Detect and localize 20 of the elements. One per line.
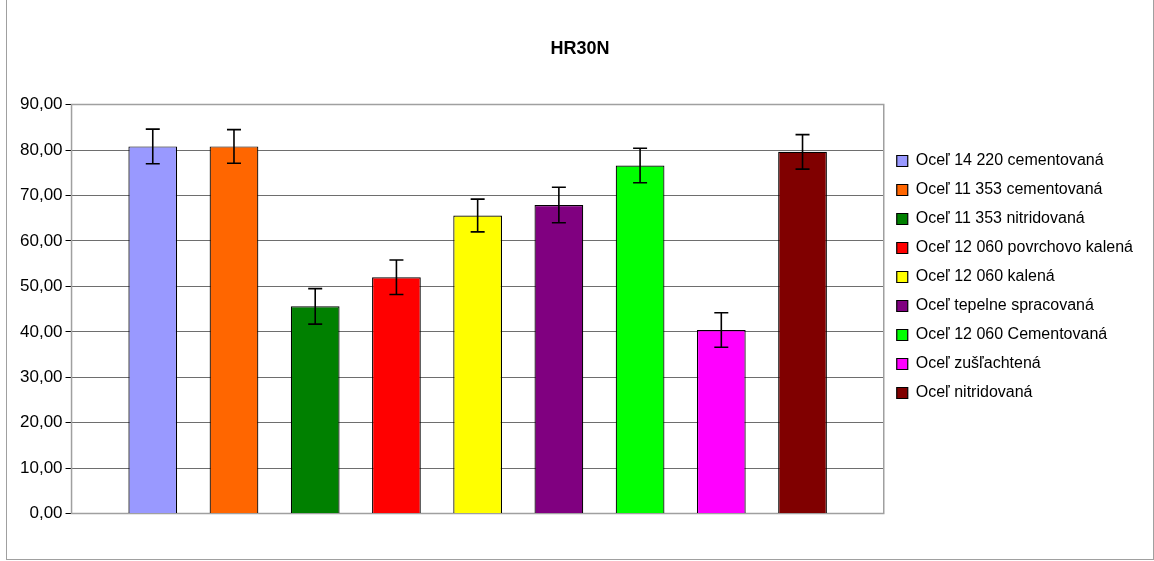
y-tick-label: 10,00 bbox=[19, 457, 63, 477]
y-tick-label: 60,00 bbox=[19, 230, 63, 250]
legend-label: Oceľ 11 353 cementovaná bbox=[915, 180, 1103, 198]
chart-title: HR30N bbox=[550, 37, 610, 58]
y-tick-label: 80,00 bbox=[19, 139, 63, 159]
legend-label: Oceľ 12 060 Cementovaná bbox=[915, 325, 1108, 343]
legend-label: Oceľ zušľachtená bbox=[915, 354, 1041, 372]
y-tick-label: 40,00 bbox=[19, 321, 63, 341]
y-tick-label: 70,00 bbox=[19, 185, 63, 205]
y-tick-label: 50,00 bbox=[19, 276, 63, 296]
legend-label: Oceľ 12 060 kalená bbox=[915, 267, 1055, 285]
legend-label: Oceľ 12 060 povrchovo kalená bbox=[915, 238, 1134, 256]
legend-label: Oceľ 11 353 nitridovaná bbox=[915, 209, 1085, 227]
y-tick-label: 20,00 bbox=[19, 412, 63, 432]
legend-label: Oceľ tepelne spracovaná bbox=[915, 296, 1094, 314]
y-tick-label: 90,00 bbox=[19, 94, 63, 114]
y-tick-label: 0,00 bbox=[29, 503, 63, 523]
legend-label: Oceľ nitridovaná bbox=[915, 383, 1033, 401]
y-tick-label: 30,00 bbox=[19, 366, 63, 386]
legend-label: Oceľ 14 220 cementovaná bbox=[915, 151, 1104, 169]
